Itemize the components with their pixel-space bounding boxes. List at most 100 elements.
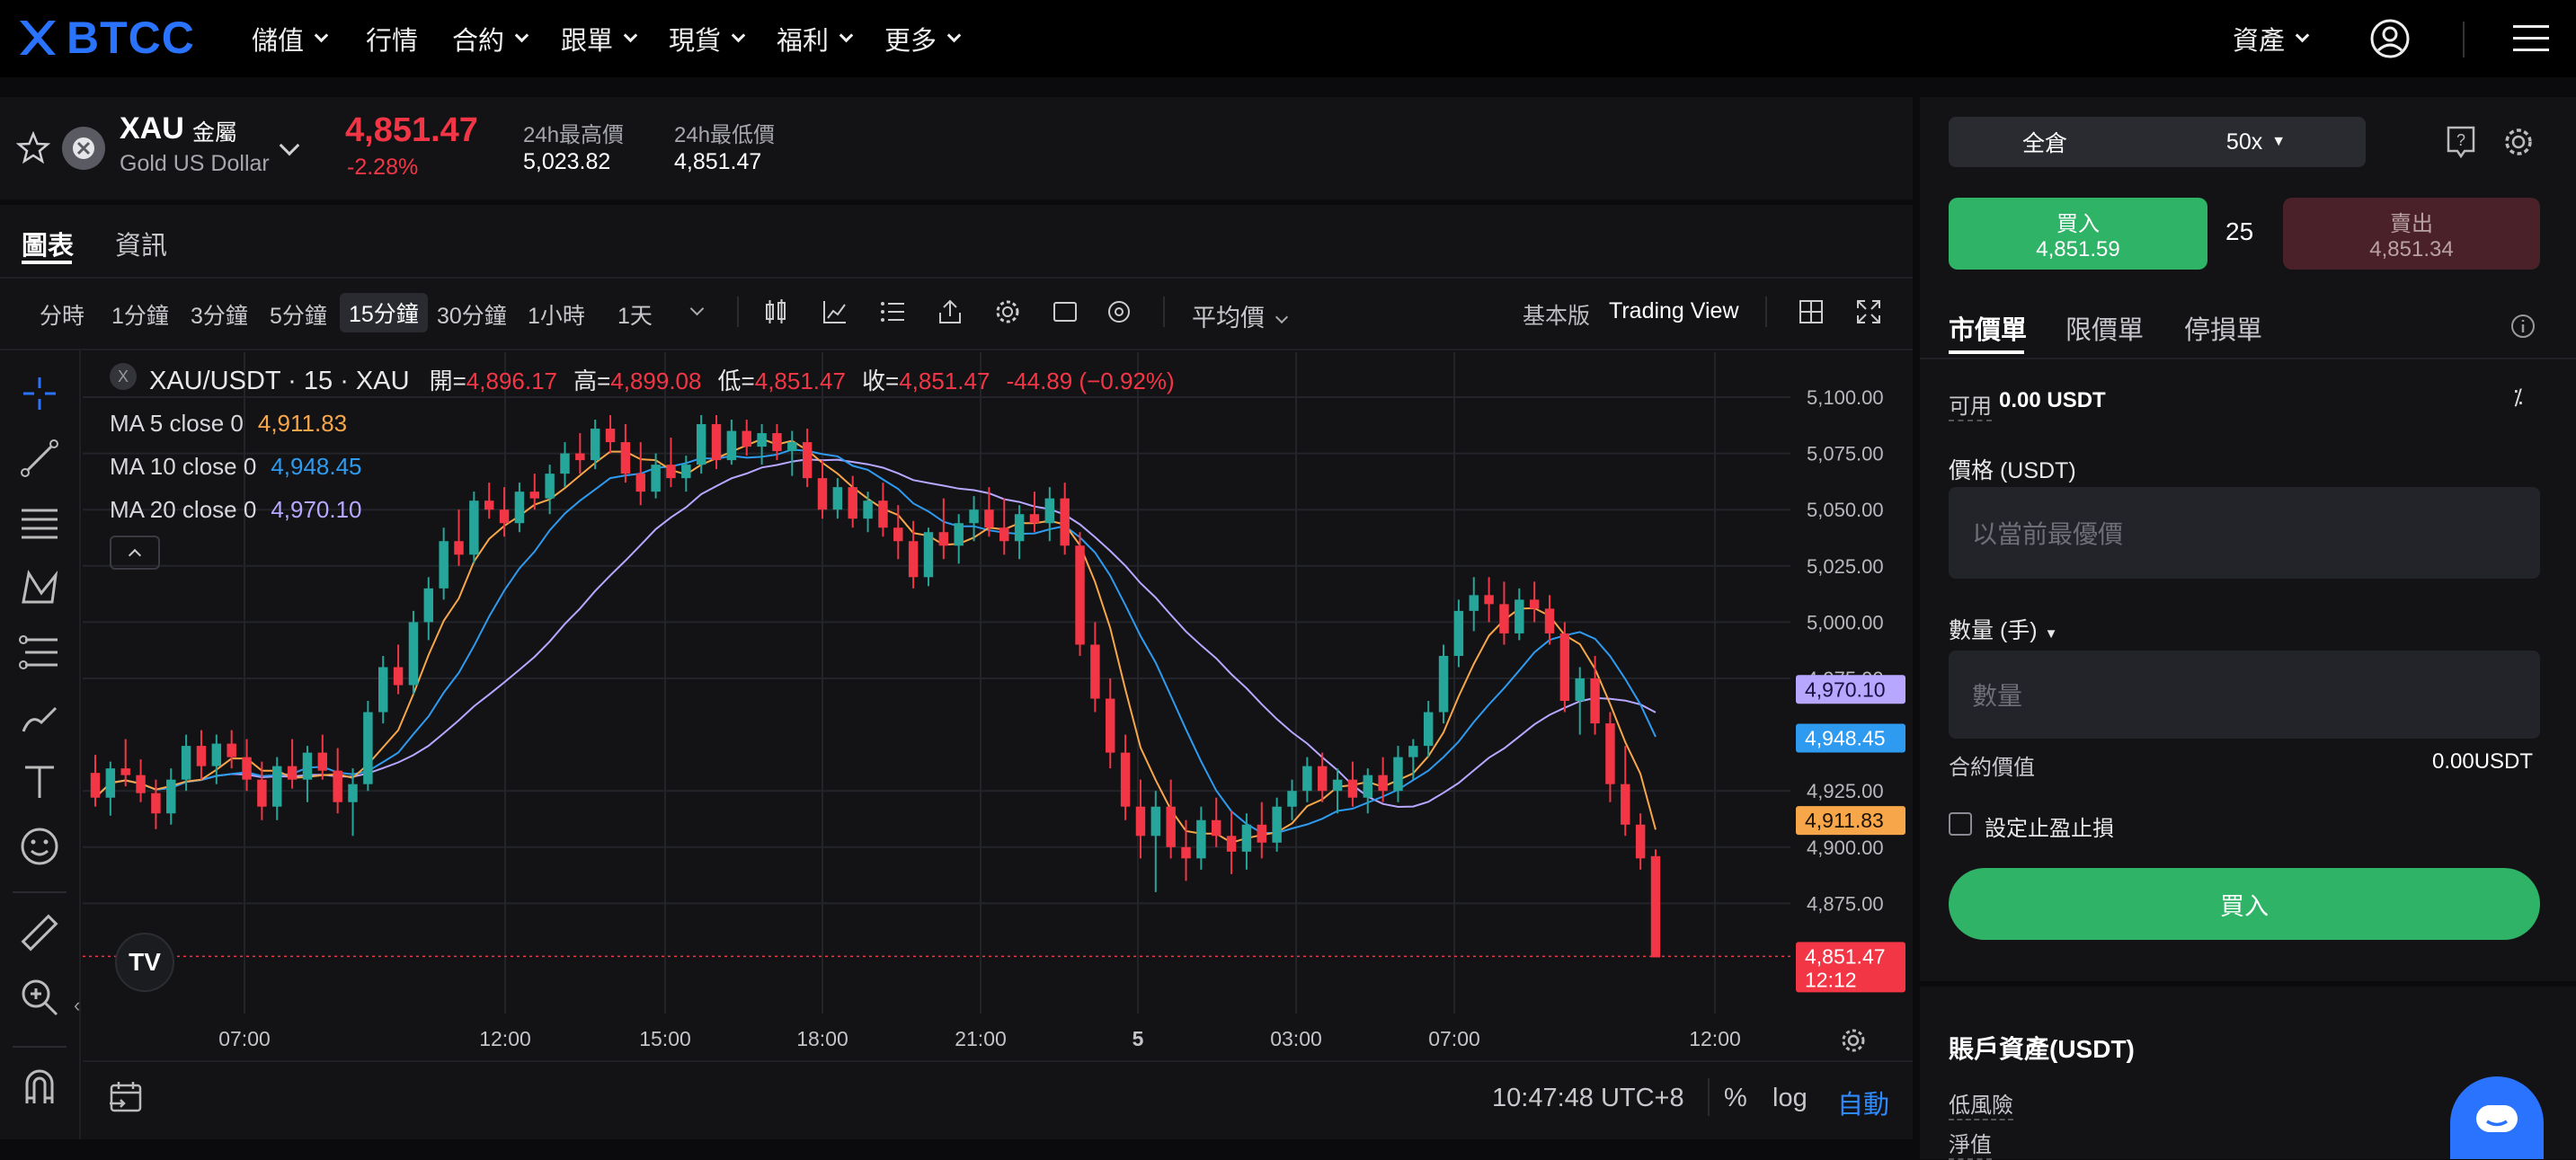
emoji-icon[interactable]	[18, 825, 61, 868]
settings-icon[interactable]	[2502, 126, 2535, 158]
magnet-icon[interactable]	[18, 1066, 61, 1109]
time-axis: 07:00 12:00 15:00 18:00 21:00 5 03:00 07:00 12:0…	[218, 1027, 1741, 1050]
candle-body	[1106, 698, 1115, 753]
candle-body	[1393, 757, 1403, 792]
auto-scale-toggle[interactable]: 自動	[1837, 1091, 1890, 1120]
tab-market-order[interactable]: 市價單	[1949, 316, 2028, 345]
nav-futures[interactable]: 合約	[452, 20, 529, 58]
leverage-value: 50x	[2225, 128, 2263, 155]
chart-clock[interactable]: 10:47:48 UTC+8	[1492, 1084, 1684, 1112]
quantity-label[interactable]: 數量 (手) ▼	[1949, 613, 2057, 645]
crosshair-icon[interactable]	[18, 372, 61, 415]
section-divider	[1920, 981, 2576, 987]
settings-gear-icon[interactable]	[994, 298, 1021, 325]
tf-3m[interactable]: 3分鐘	[191, 304, 248, 329]
candle-body	[1484, 595, 1494, 605]
trend-line-icon[interactable]	[18, 437, 61, 480]
nav-divider	[2463, 22, 2465, 58]
buy-side-button[interactable]: 買入 4,851.59	[1949, 198, 2207, 270]
hamburger-menu-icon[interactable]	[2513, 23, 2549, 54]
price-tick-label: 5,075.00	[1807, 443, 1884, 465]
brush-icon[interactable]	[18, 695, 61, 739]
tf-1m[interactable]: 1分鐘	[111, 304, 169, 329]
list-icon[interactable]	[879, 298, 906, 325]
ma10-badge-bg	[1796, 723, 1905, 753]
nav-rewards[interactable]: 福利	[777, 20, 854, 58]
zoom-in-icon[interactable]	[18, 976, 61, 1019]
help-guide-icon[interactable]: ?	[2445, 124, 2477, 160]
candle-body	[272, 766, 282, 807]
fib-icon[interactable]	[18, 631, 61, 674]
tab-stop-order[interactable]: 停損單	[2184, 316, 2263, 345]
candle-body	[105, 768, 116, 798]
nav-markets[interactable]: 行情	[366, 20, 418, 58]
percent-scale-toggle[interactable]: %	[1724, 1084, 1747, 1112]
ticker-symbol[interactable]: XAU	[120, 111, 184, 146]
time-tick-label: 12:00	[1689, 1027, 1741, 1050]
tf-30m[interactable]: 30分鐘	[437, 304, 507, 329]
tf-tick[interactable]: 分時	[40, 304, 85, 329]
available-label: 可用	[1949, 388, 1992, 421]
text-tool-icon[interactable]	[18, 760, 61, 803]
horizontal-lines-icon[interactable]	[18, 501, 61, 545]
view-basic[interactable]: 基本版	[1523, 304, 1591, 329]
replay-icon[interactable]	[1106, 298, 1133, 325]
sell-side-button[interactable]: 賣出 4,851.34	[2283, 198, 2540, 270]
transfer-icon[interactable]: ⁒	[2513, 385, 2523, 410]
collapse-legend-button[interactable]	[110, 536, 160, 570]
ruler-icon[interactable]	[18, 911, 61, 954]
tab-limit-order[interactable]: 限價單	[2065, 316, 2145, 345]
candle-body	[590, 429, 600, 461]
quantity-input[interactable]: 數量	[1949, 651, 2540, 739]
nav-more[interactable]: 更多	[884, 20, 962, 58]
brand-logo[interactable]: BTCC	[14, 13, 195, 63]
candle-body	[1650, 855, 1661, 958]
nav-deposit[interactable]: 儲值	[252, 20, 329, 58]
tab-chart[interactable]: 圖表	[22, 232, 75, 261]
candle-body	[166, 779, 176, 814]
nav-copy-trading[interactable]: 跟單	[561, 20, 638, 58]
chart-settings-icon[interactable]	[1839, 1026, 1868, 1055]
margin-mode-button[interactable]: 全倉	[2021, 131, 2067, 156]
user-profile-icon[interactable]	[2369, 18, 2411, 59]
tpsl-checkbox[interactable]	[1949, 812, 1972, 836]
candle-body	[1515, 599, 1524, 633]
tf-15m[interactable]: 15分鐘	[340, 293, 428, 332]
star-favorite-icon[interactable]	[16, 131, 50, 165]
candlestick-chart[interactable]: 5,100.00 5,075.00 5,050.00 5,025.00 5,000.00…	[83, 352, 1913, 1060]
legend-low-label: 低=	[717, 367, 755, 394]
tradingview-logo-icon[interactable]: TV	[115, 933, 174, 992]
log-scale-toggle[interactable]: log	[1772, 1084, 1808, 1112]
time-tick-label: 18:00	[796, 1027, 848, 1050]
indicators-icon[interactable]	[822, 298, 848, 325]
candle-body	[439, 541, 449, 589]
nav-spot[interactable]: 現貨	[669, 20, 746, 58]
candle-body	[696, 424, 706, 465]
expand-icon[interactable]	[1855, 298, 1882, 325]
ticker-bar: XAU 金屬 Gold US Dollar 4,851.47 -2.28% 24…	[0, 97, 1913, 199]
tf-1d[interactable]: 1天	[617, 304, 653, 329]
ma20-badge: 4,970.10	[1805, 677, 1886, 701]
tf-1h[interactable]: 1小時	[528, 304, 585, 329]
toolbar-divider	[1163, 297, 1165, 327]
symbol-dropdown-icon[interactable]	[279, 135, 300, 156]
chat-support-button[interactable]	[2450, 1076, 2544, 1159]
pattern-icon[interactable]	[18, 566, 61, 609]
tab-info[interactable]: 資訊	[115, 232, 168, 261]
nav-assets[interactable]: 資產	[2233, 20, 2310, 58]
leverage-button[interactable]: 50x ▼	[2193, 117, 2319, 167]
date-range-icon[interactable]	[106, 1080, 146, 1116]
layout-grid-icon[interactable]	[1798, 298, 1825, 325]
chevron-down-icon	[314, 28, 329, 42]
price-type-select[interactable]: 平均價	[1192, 298, 1289, 333]
submit-buy-button[interactable]: 買入	[1949, 868, 2540, 940]
view-tradingview[interactable]: Trading View	[1609, 298, 1739, 323]
info-icon[interactable]	[2509, 313, 2536, 340]
share-icon[interactable]	[937, 298, 964, 325]
candle-type-icon[interactable]	[762, 298, 789, 325]
price-input[interactable]: 以當前最優價	[1949, 487, 2540, 579]
collapse-toolbar-icon[interactable]: ‹	[74, 994, 81, 1016]
tf-5m[interactable]: 5分鐘	[270, 304, 327, 329]
fullscreen-frame-icon[interactable]	[1052, 298, 1079, 325]
